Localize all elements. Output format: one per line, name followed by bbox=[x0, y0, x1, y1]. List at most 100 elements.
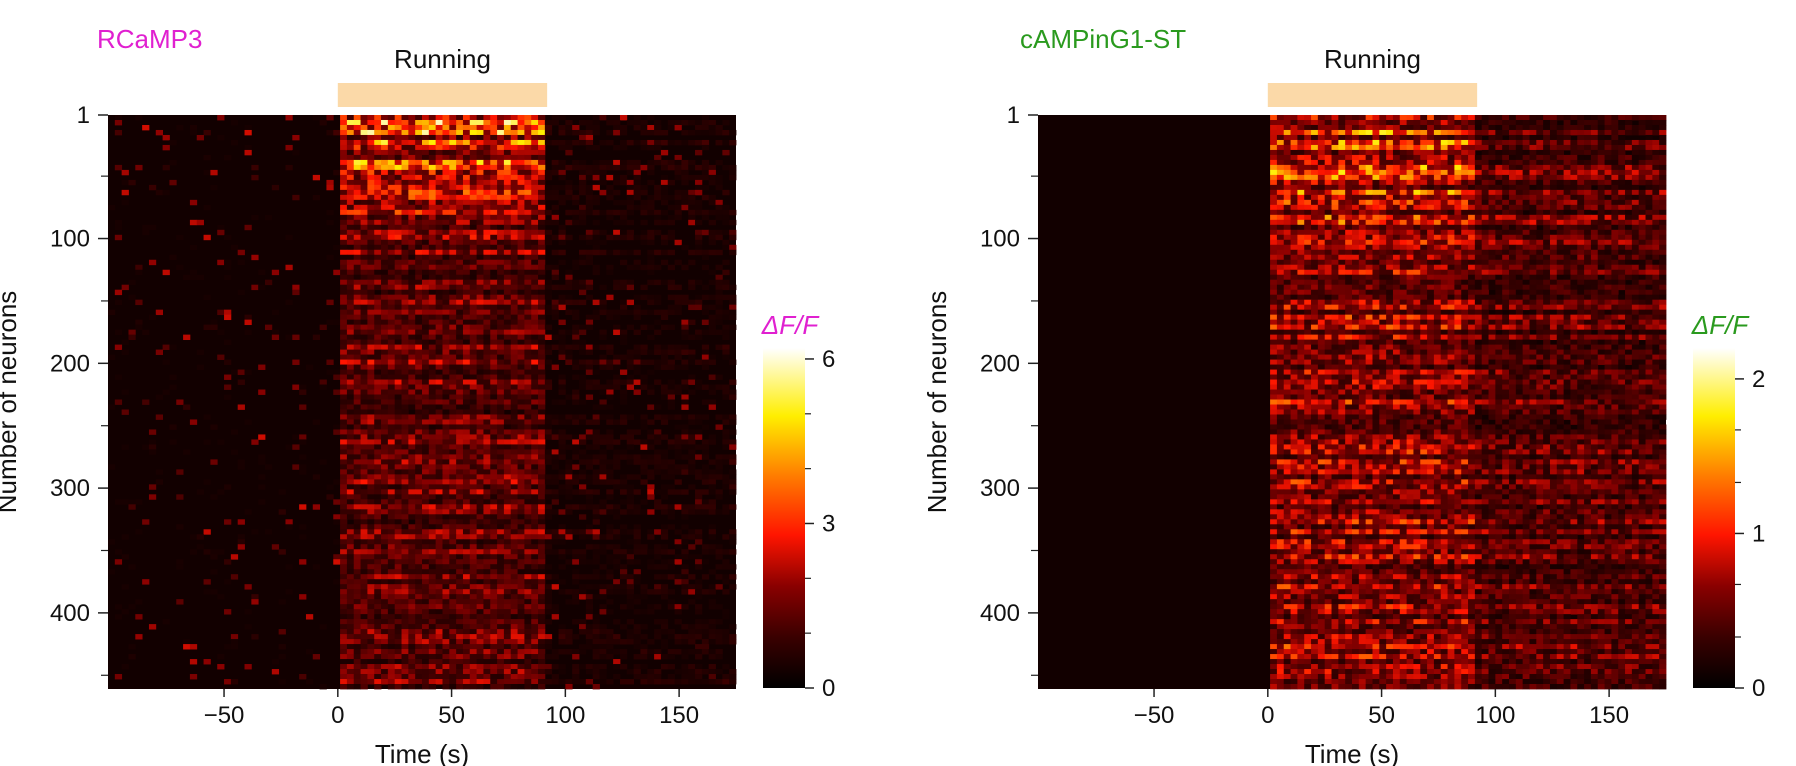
heatmap-cell bbox=[524, 129, 532, 136]
heatmap-cell bbox=[503, 404, 512, 410]
heatmap-cell bbox=[428, 569, 437, 575]
heatmap-cell bbox=[367, 159, 375, 166]
heatmap-cell bbox=[442, 339, 450, 345]
heatmap-cell bbox=[449, 329, 457, 336]
heatmap-cell bbox=[531, 174, 539, 181]
heatmap-cell bbox=[510, 274, 518, 281]
heatmap-cell bbox=[340, 169, 348, 176]
heatmap-cell bbox=[435, 634, 443, 640]
heatmap-cell bbox=[422, 604, 430, 610]
heatmap-cell bbox=[510, 329, 518, 336]
heatmap-cell bbox=[476, 499, 484, 505]
heatmap-cell bbox=[394, 529, 402, 535]
heatmap-cell bbox=[619, 479, 628, 485]
heatmap-cell bbox=[497, 409, 505, 415]
heatmap-cell bbox=[579, 184, 587, 191]
heatmap-cell bbox=[674, 119, 682, 126]
heatmap-cell bbox=[531, 309, 539, 316]
heatmap-cell bbox=[333, 539, 341, 545]
heatmap-cell bbox=[544, 449, 553, 455]
heatmap-cell bbox=[340, 124, 348, 131]
heatmap-cell bbox=[524, 194, 532, 201]
heatmap-cell bbox=[353, 464, 361, 470]
heatmap-cell bbox=[490, 599, 498, 605]
heatmap-cell bbox=[647, 549, 655, 555]
heatmap-cell bbox=[708, 124, 716, 131]
heatmap-cell bbox=[292, 149, 300, 156]
heatmap-cell bbox=[381, 404, 389, 410]
heatmap-cell bbox=[346, 154, 355, 161]
heatmap-cell bbox=[449, 519, 457, 525]
heatmap-cell bbox=[606, 314, 614, 321]
heatmap-cell bbox=[626, 159, 635, 166]
heatmap-cell bbox=[360, 629, 368, 635]
heatmap-cell bbox=[565, 279, 573, 286]
heatmap-cell bbox=[538, 279, 546, 286]
heatmap-cell bbox=[456, 309, 464, 316]
heatmap-cell bbox=[360, 564, 368, 570]
heatmap-cell bbox=[490, 204, 498, 211]
heatmap-cell bbox=[142, 444, 150, 450]
heatmap-cell bbox=[428, 434, 437, 440]
heatmap-cell bbox=[387, 174, 396, 181]
heatmap-cell bbox=[688, 249, 696, 256]
heatmap-cell bbox=[688, 349, 696, 355]
heatmap-cell bbox=[503, 334, 512, 341]
heatmap-cell bbox=[722, 559, 730, 565]
heatmap-cell bbox=[387, 569, 396, 575]
heatmap-cell bbox=[579, 284, 587, 291]
heatmap-cell bbox=[565, 329, 573, 336]
heatmap-cell bbox=[517, 594, 525, 600]
heatmap-cell bbox=[435, 594, 443, 600]
heatmap-cell bbox=[387, 279, 396, 286]
heatmap-cell bbox=[374, 549, 382, 555]
heatmap-cell bbox=[688, 434, 696, 440]
heatmap-cell bbox=[114, 224, 123, 231]
heatmap-cell bbox=[367, 299, 375, 306]
heatmap-cell bbox=[210, 184, 218, 191]
heatmap-cell bbox=[387, 434, 396, 440]
heatmap-cell bbox=[613, 209, 621, 216]
heatmap-cell bbox=[722, 229, 730, 236]
heatmap-cell bbox=[551, 449, 559, 455]
heatmap-cell bbox=[729, 284, 737, 291]
heatmap-cell bbox=[456, 329, 464, 336]
heatmap-cell bbox=[626, 249, 635, 256]
heatmap-cell bbox=[524, 509, 532, 515]
heatmap-cell bbox=[606, 269, 614, 276]
heatmap-cell bbox=[387, 259, 396, 266]
heatmap-cell bbox=[531, 274, 539, 281]
heatmap-cell bbox=[360, 429, 368, 435]
heatmap-cell bbox=[258, 474, 266, 480]
heatmap-cell bbox=[360, 619, 368, 625]
heatmap-cell bbox=[647, 294, 655, 301]
heatmap-cell bbox=[469, 479, 478, 485]
heatmap-cell bbox=[449, 504, 457, 510]
heatmap-cell bbox=[469, 404, 478, 410]
heatmap-cell bbox=[387, 374, 396, 380]
heatmap-cell bbox=[346, 624, 355, 630]
heatmap-cell bbox=[715, 454, 723, 460]
heatmap-cell bbox=[449, 314, 457, 321]
heatmap-cell bbox=[490, 414, 498, 420]
heatmap-cell bbox=[558, 484, 566, 490]
heatmap-cell bbox=[387, 209, 396, 216]
heatmap-cell bbox=[626, 119, 635, 126]
heatmap-cell bbox=[224, 579, 232, 585]
heatmap-cell bbox=[483, 174, 491, 181]
heatmap-cell bbox=[585, 494, 594, 500]
heatmap-cell bbox=[333, 424, 341, 430]
heatmap-cell bbox=[435, 519, 443, 525]
heatmap-cell bbox=[442, 584, 450, 590]
heatmap-cell bbox=[387, 519, 396, 525]
heatmap-cell bbox=[148, 494, 157, 500]
heatmap-cell bbox=[435, 509, 443, 515]
heatmap-cell bbox=[701, 414, 710, 420]
heatmap-cell bbox=[449, 384, 457, 390]
heatmap-cell bbox=[353, 574, 361, 580]
heatmap-cell bbox=[387, 164, 396, 171]
heatmap-cell bbox=[408, 494, 416, 500]
heatmap-cell bbox=[374, 529, 382, 535]
heatmap-cell bbox=[476, 624, 484, 630]
heatmap-cell bbox=[503, 374, 512, 380]
